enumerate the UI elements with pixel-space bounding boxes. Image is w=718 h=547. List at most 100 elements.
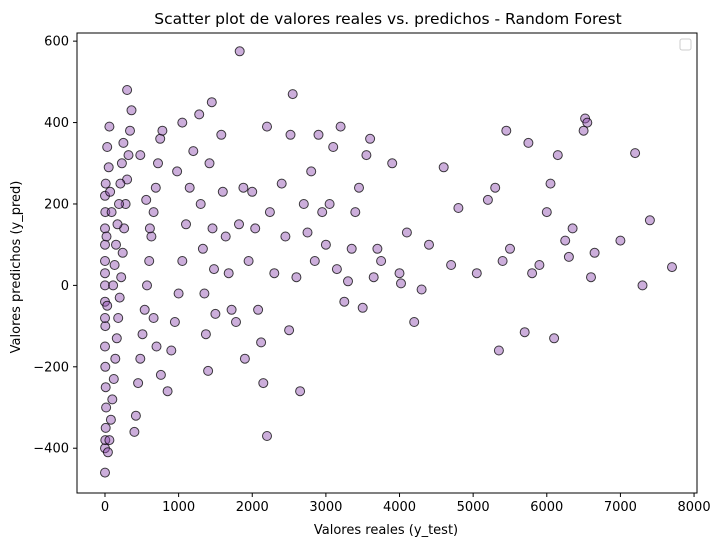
data-point — [630, 148, 641, 159]
data-point — [247, 186, 258, 197]
y-tick-label: −200 — [33, 360, 69, 375]
data-points — [100, 46, 677, 478]
data-point — [335, 121, 346, 132]
data-point — [135, 150, 146, 161]
data-point — [264, 207, 275, 218]
data-point — [280, 231, 291, 242]
data-point — [116, 158, 127, 169]
data-point — [115, 178, 126, 189]
data-point — [197, 243, 208, 254]
data-point — [116, 272, 127, 283]
data-point — [112, 219, 123, 230]
data-point — [207, 223, 218, 234]
data-point — [177, 117, 188, 128]
x-tick-label: 3000 — [309, 500, 342, 515]
data-point — [220, 231, 231, 242]
data-point — [217, 186, 228, 197]
data-point — [243, 256, 254, 266]
data-point — [578, 125, 589, 136]
data-point — [324, 199, 335, 209]
data-point — [365, 133, 376, 144]
data-point — [361, 150, 372, 161]
y-tick-label: 400 — [44, 116, 69, 131]
data-point — [130, 410, 141, 421]
data-point — [144, 256, 155, 266]
data-point — [239, 353, 250, 364]
data-point — [195, 199, 206, 209]
data-point — [302, 227, 313, 238]
y-tick-label: 0 — [61, 279, 69, 294]
data-point — [256, 337, 267, 348]
data-point — [100, 268, 110, 279]
data-point — [105, 414, 116, 425]
data-point — [416, 284, 427, 295]
data-point — [387, 158, 398, 169]
data-point — [527, 268, 538, 279]
data-point — [453, 203, 464, 213]
data-point — [108, 374, 119, 384]
data-point — [110, 353, 121, 364]
data-point — [284, 325, 295, 336]
data-point — [117, 247, 128, 258]
data-point — [615, 235, 626, 246]
data-point — [320, 239, 331, 250]
data-point — [105, 186, 116, 197]
data-point — [177, 256, 188, 266]
x-axis-ticks: 0 1000 2000 3000 4000 5000 6000 7000 8000 — [101, 493, 711, 515]
data-point — [306, 166, 317, 177]
data-point — [173, 288, 184, 299]
data-point — [541, 207, 552, 218]
data-point — [100, 256, 110, 266]
data-point — [238, 182, 249, 193]
x-tick-label: 7000 — [604, 500, 637, 515]
data-point — [155, 133, 166, 144]
data-point — [396, 278, 406, 289]
data-point — [376, 256, 387, 266]
data-point — [155, 369, 166, 380]
data-point — [317, 207, 328, 218]
data-point — [490, 182, 501, 193]
data-point — [172, 166, 183, 177]
data-point — [103, 162, 114, 173]
data-point — [424, 239, 434, 250]
data-point — [169, 317, 180, 327]
data-point — [560, 235, 571, 246]
data-point — [102, 300, 113, 311]
data-point — [100, 239, 110, 250]
data-point — [100, 313, 110, 323]
data-point — [200, 329, 211, 340]
data-point — [552, 150, 563, 161]
data-point — [101, 231, 112, 242]
data-point — [357, 302, 368, 313]
data-point — [291, 272, 302, 283]
data-point — [401, 227, 412, 238]
data-point — [262, 121, 272, 132]
data-point — [258, 378, 269, 389]
data-point — [234, 219, 244, 230]
data-point — [563, 251, 574, 262]
data-point — [346, 243, 357, 254]
data-point — [100, 422, 111, 433]
data-point — [409, 317, 420, 327]
data-point — [106, 207, 117, 218]
data-point — [104, 121, 115, 132]
data-point — [216, 129, 227, 140]
data-point — [534, 260, 545, 270]
data-point — [497, 256, 508, 266]
data-point — [287, 89, 298, 100]
data-point — [101, 402, 112, 413]
data-point — [471, 268, 482, 279]
data-point — [100, 321, 111, 332]
data-point — [231, 317, 241, 327]
data-point — [142, 280, 152, 291]
data-point — [206, 97, 217, 108]
data-point — [184, 182, 195, 193]
data-point — [107, 394, 118, 405]
data-point — [234, 46, 245, 57]
data-point — [644, 215, 655, 226]
data-point — [505, 243, 515, 254]
data-point — [582, 117, 593, 128]
data-point — [113, 313, 124, 323]
data-point — [100, 382, 111, 393]
data-point — [354, 182, 364, 193]
